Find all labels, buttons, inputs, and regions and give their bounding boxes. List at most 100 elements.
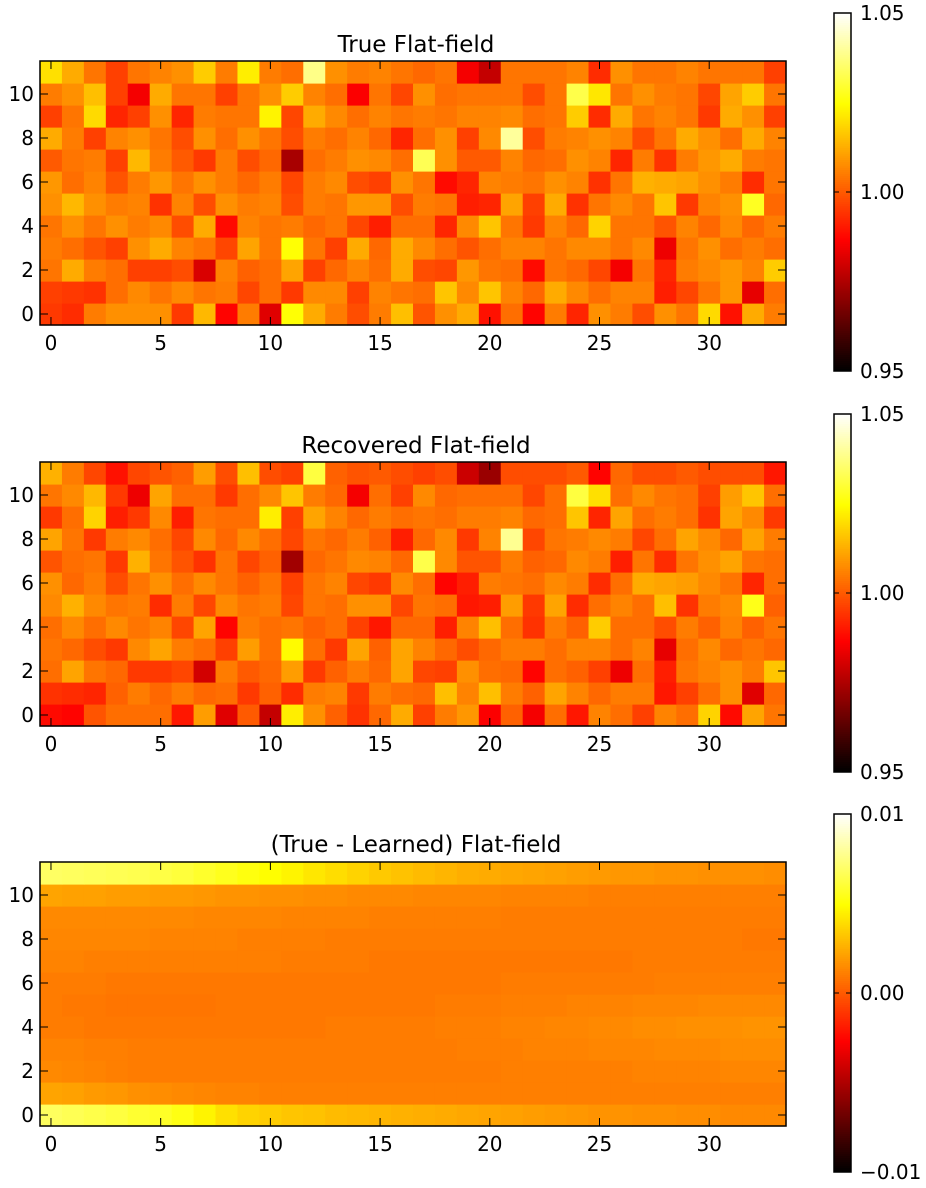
heatmap-cell [347, 127, 370, 150]
heatmap-cell [720, 215, 743, 238]
heatmap-cell [676, 1104, 699, 1127]
heatmap-cell [456, 259, 480, 282]
heatmap-cell [149, 572, 173, 595]
heatmap-cell [588, 682, 612, 705]
x-tick-label: 25 [587, 1132, 612, 1156]
colorbar-segment [834, 18, 851, 22]
colorbar-segment [834, 68, 851, 72]
colorbar-segment [834, 742, 851, 745]
colorbar-segment [834, 297, 851, 300]
heatmap-cell [40, 105, 63, 128]
colorbar-segment [834, 979, 851, 982]
heatmap-cell [171, 682, 195, 705]
heatmap-cell [654, 638, 677, 661]
heatmap-cell [654, 972, 677, 995]
heatmap-cell [40, 127, 63, 150]
colorbar-segment [834, 1082, 851, 1085]
y-tick-label: 8 [21, 126, 34, 150]
colorbar-segment [834, 265, 851, 269]
heatmap-cell [149, 704, 173, 727]
heatmap-cell [698, 1038, 721, 1061]
colorbar-segment [834, 833, 851, 837]
heatmap-cell [610, 484, 634, 507]
heatmap-cell [281, 884, 304, 907]
heatmap-cell [127, 484, 151, 507]
heatmap-cell [61, 550, 85, 573]
heatmap-cell [742, 906, 765, 929]
colorbar-segment [834, 219, 851, 223]
colorbar-segment [834, 915, 851, 918]
heatmap-cell [61, 105, 85, 128]
heatmap-cell [391, 660, 414, 683]
heatmap-cell [720, 462, 743, 485]
heatmap-cell [720, 682, 743, 705]
colorbar-segment [834, 941, 851, 944]
heatmap-cell [610, 215, 634, 238]
heatmap-cell [566, 83, 590, 106]
heatmap-cell [149, 1038, 173, 1061]
heatmap-cell [544, 638, 568, 661]
heatmap-cell [478, 638, 502, 661]
heatmap-cell [171, 884, 195, 907]
heatmap-cell [698, 972, 721, 995]
colorbar-segment [834, 1078, 851, 1082]
colorbar-segment [834, 722, 851, 725]
heatmap-cell [369, 972, 392, 995]
colorbar-segment [834, 909, 851, 912]
heatmap-cell [61, 572, 85, 595]
heatmap-cell [544, 972, 568, 995]
colorbar-segment [834, 849, 851, 853]
heatmap-cell [369, 594, 392, 617]
heatmap-cell [259, 550, 282, 573]
heatmap-cell [434, 127, 458, 150]
colorbar-segment [834, 213, 851, 217]
heatmap-cell [171, 281, 195, 304]
colorbar-segment [834, 513, 851, 516]
heatmap-cell [610, 884, 634, 907]
colorbar-segment [834, 98, 851, 102]
x-tick-label: 5 [154, 331, 167, 355]
heatmap-cell [325, 972, 348, 995]
heatmap-cell [478, 303, 502, 326]
heatmap-cell [500, 281, 524, 304]
heatmap-cell [413, 281, 436, 304]
heatmap-cell [676, 594, 699, 617]
colorbar-segment [834, 919, 851, 922]
heatmap-cell [105, 594, 129, 617]
colorbar-segment [834, 998, 851, 1002]
colorbar-segment [834, 241, 851, 245]
colorbar-segment [834, 285, 851, 288]
heatmap-cell [127, 1060, 151, 1083]
heatmap-cell [413, 1016, 436, 1039]
heatmap-cell [764, 1038, 787, 1061]
heatmap-cell [544, 127, 568, 150]
colorbar-segment [834, 630, 851, 634]
heatmap-cell [764, 506, 787, 529]
colorbar-segment [834, 209, 851, 213]
heatmap-cell [281, 994, 304, 1017]
heatmap-cell [478, 149, 502, 172]
colorbar-segment [834, 431, 851, 435]
heatmap-cell [610, 281, 634, 304]
heatmap-cell [566, 1016, 590, 1039]
heatmap-cell [413, 61, 436, 84]
heatmap-cell [369, 1016, 392, 1039]
heatmap-cell [413, 506, 436, 529]
colorbar-segment [834, 975, 851, 978]
heatmap-cell [413, 616, 436, 639]
heatmap-cell [632, 682, 655, 705]
heatmap-cell [259, 215, 282, 238]
heatmap-cell [149, 682, 173, 705]
heatmap-cell [40, 215, 63, 238]
heatmap-cell [742, 1038, 765, 1061]
heatmap-cell [347, 281, 370, 304]
colorbar-segment [834, 263, 851, 267]
colorbar-segment [834, 746, 851, 749]
colorbar-segment [834, 307, 851, 310]
heatmap-cell [654, 528, 677, 551]
colorbar-segment [834, 231, 851, 235]
heatmap-cell [698, 1104, 721, 1127]
heatmap-cell [105, 928, 129, 951]
colorbar-segment [834, 1110, 851, 1113]
heatmap-cell [654, 1016, 677, 1039]
